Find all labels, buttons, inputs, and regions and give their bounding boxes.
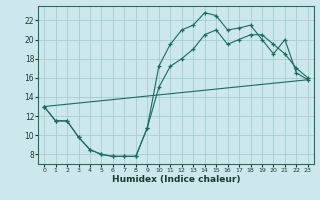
- X-axis label: Humidex (Indice chaleur): Humidex (Indice chaleur): [112, 175, 240, 184]
